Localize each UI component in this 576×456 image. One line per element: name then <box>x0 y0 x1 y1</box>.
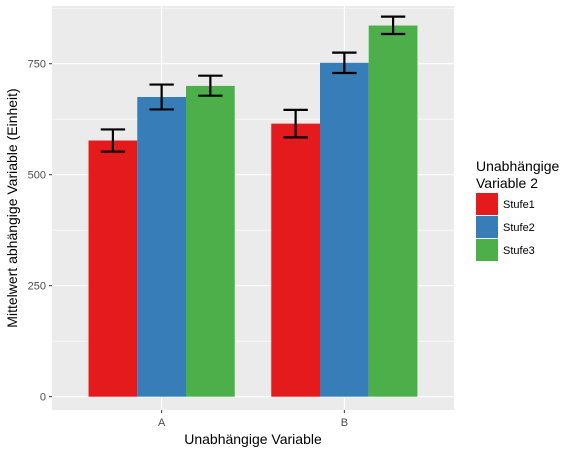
y-axis-title: Mittelwert abhängige Variable (Einheit) <box>4 88 20 327</box>
bar-stufe1-b <box>271 123 320 397</box>
y-tick-label: 500 <box>28 170 46 182</box>
bar-stufe2-a <box>137 97 186 397</box>
legend-key-stufe1 <box>476 193 498 215</box>
legend-keys: Stufe1 Stufe2 Stufe3 <box>476 193 535 261</box>
bar-stufe1-a <box>88 140 138 397</box>
error-bars <box>100 15 406 153</box>
bars <box>88 25 418 397</box>
y-axis-ticks: 0 250 500 750 <box>28 59 52 404</box>
y-tick-label: 250 <box>28 281 46 293</box>
legend-label-stufe3: Stufe3 <box>503 245 535 257</box>
bar-stufe3-a <box>186 85 235 397</box>
legend-title-line-2: Variable 2 <box>476 175 538 191</box>
legend-title-line-1: Unabhängige <box>476 158 560 174</box>
bar-stufe3-b <box>368 25 418 397</box>
legend-key-stufe3 <box>476 239 498 261</box>
bar-stufe2-b <box>320 62 369 397</box>
y-tick-label: 750 <box>28 59 46 71</box>
x-tick-label: B <box>341 417 348 429</box>
legend-title: Unabhängige Variable 2 <box>476 158 563 191</box>
legend-key-stufe2 <box>476 216 498 238</box>
legend-label-stufe1: Stufe1 <box>503 199 535 211</box>
x-tick-label: A <box>158 417 166 429</box>
legend-label-stufe2: Stufe2 <box>503 222 535 234</box>
y-tick-label: 0 <box>40 392 46 404</box>
legend: Unabhängige Variable 2 Stufe1Stufe2Stufe… <box>476 158 563 261</box>
x-axis-title: Unabhängige Variable <box>184 431 322 447</box>
